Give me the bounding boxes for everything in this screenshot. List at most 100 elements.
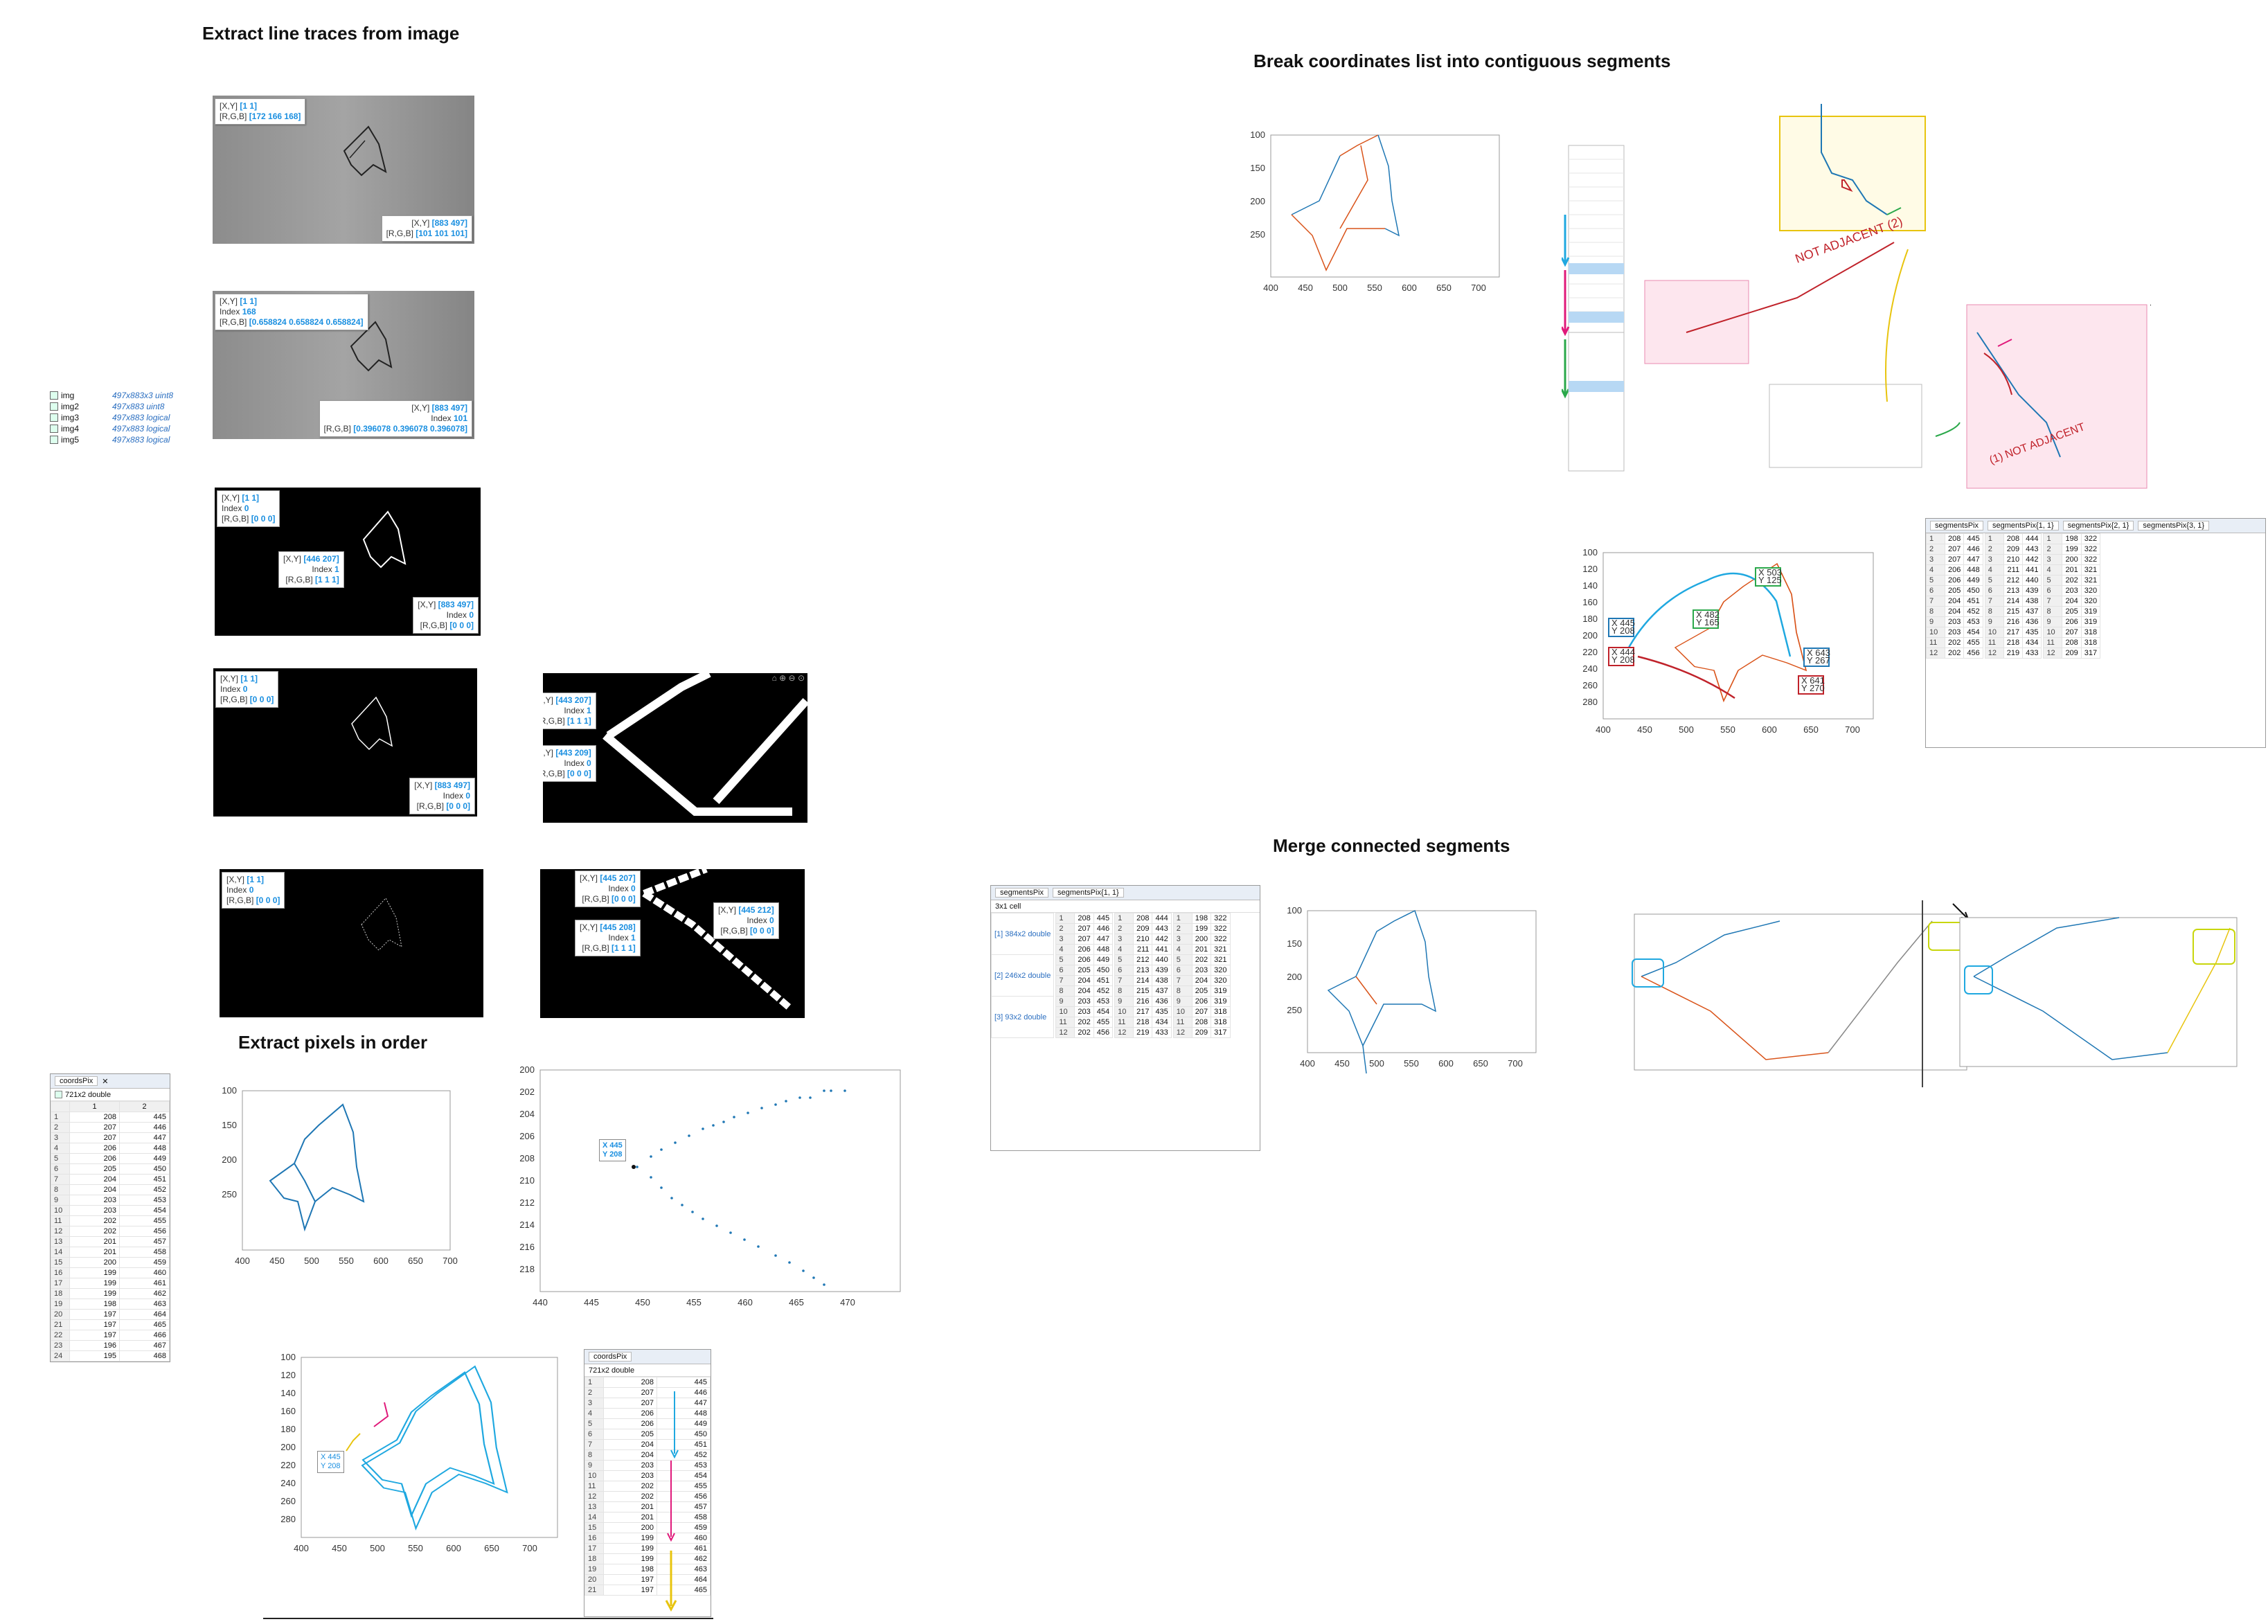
table-cell[interactable]: 435 xyxy=(1152,1006,1172,1017)
segment-grid[interactable]: 1 208 444 2 209 443 3 210 442 4 211 441 5 212 440 6 213 4… xyxy=(1114,913,1172,1038)
table-row[interactable]: 4 201 321 xyxy=(1172,944,1231,955)
row-index[interactable]: 21 xyxy=(584,1585,604,1596)
table-cell[interactable]: 216 xyxy=(1133,996,1153,1007)
table-cell[interactable]: 206 xyxy=(1944,564,1965,575)
row-index[interactable]: 23 xyxy=(51,1340,70,1351)
table-cell[interactable]: 204 xyxy=(1074,985,1094,997)
table-row[interactable]: 1 198 322 xyxy=(2043,533,2101,544)
table-cell[interactable]: 441 xyxy=(2022,564,2042,575)
row-index[interactable]: 14 xyxy=(584,1512,604,1523)
table-row[interactable]: 11 218 434 xyxy=(1114,1017,1172,1028)
table-row[interactable]: 7 204 320 xyxy=(2043,596,2101,607)
table-row[interactable]: 12 202 456 xyxy=(51,1226,170,1237)
table-cell[interactable]: 450 xyxy=(1093,965,1114,976)
table-cell[interactable]: 204 xyxy=(1191,975,1212,986)
row-index[interactable]: 6 xyxy=(584,1429,604,1440)
table-cell[interactable]: 205 xyxy=(1944,585,1965,596)
table-row[interactable]: 15 200 459 xyxy=(584,1522,711,1533)
table-cell[interactable]: 195 xyxy=(69,1350,120,1362)
table-cell[interactable]: 207 xyxy=(2062,627,2082,638)
merged-segments-plot[interactable]: 400 450 500 550 600 650 700 100 150 200 250 xyxy=(1273,905,1550,1080)
segment-endpoints-plot[interactable]: 400 450 500 550 600 650 700 100 120 140 160 180 200 2… xyxy=(1569,518,1887,753)
tab-label[interactable]: segmentsPix{3, 1} xyxy=(2138,521,2209,530)
table-cell[interactable]: 440 xyxy=(1152,954,1172,965)
table-row[interactable]: 9 206 319 xyxy=(1172,996,1231,1007)
row-index[interactable]: 20 xyxy=(584,1574,604,1585)
table-cell[interactable]: 208 xyxy=(69,1112,120,1123)
variable-tab[interactable]: coordsPix xyxy=(584,1350,711,1364)
table-cell[interactable]: 461 xyxy=(119,1278,170,1289)
row-index[interactable]: 11 xyxy=(584,1481,604,1492)
table-row[interactable]: 1 208 445 xyxy=(51,1112,170,1123)
table-row[interactable]: 9 203 453 xyxy=(584,1460,711,1471)
table-cell[interactable]: 214 xyxy=(2003,596,2024,607)
table-cell[interactable]: 454 xyxy=(119,1205,170,1216)
table-cell[interactable]: 209 xyxy=(1133,923,1153,934)
table-cell[interactable]: 207 xyxy=(1191,1006,1212,1017)
table-row[interactable]: 3 207 447 xyxy=(51,1132,170,1143)
table-cell[interactable]: 203 xyxy=(69,1205,120,1216)
row-index[interactable]: 12 xyxy=(51,1226,70,1237)
table-cell[interactable]: 465 xyxy=(119,1319,170,1330)
row-index[interactable]: 5 xyxy=(584,1418,604,1429)
table-row[interactable]: 6 203 320 xyxy=(1172,965,1231,976)
table-cell[interactable]: 208 xyxy=(1191,1017,1212,1028)
table-cell[interactable]: 318 xyxy=(1211,1006,1231,1017)
table-cell[interactable]: 218 xyxy=(1133,1017,1153,1028)
table-cell[interactable]: 458 xyxy=(119,1247,170,1258)
table-cell[interactable]: 213 xyxy=(2003,585,2024,596)
table-cell[interactable]: 199 xyxy=(1191,923,1212,934)
table-cell[interactable]: 211 xyxy=(1133,944,1153,955)
row-index[interactable]: 7 xyxy=(584,1439,604,1450)
table-row[interactable]: 3 210 442 xyxy=(1114,934,1172,945)
row-index[interactable]: 1 xyxy=(51,1112,70,1123)
table-row[interactable]: 8 204 452 xyxy=(584,1449,711,1461)
table-cell[interactable]: 437 xyxy=(1152,985,1172,997)
table-cell[interactable]: 319 xyxy=(2080,616,2101,627)
table-row[interactable]: 6 213 439 xyxy=(1114,965,1172,976)
table-row[interactable]: 5 206 449 xyxy=(1926,575,1983,586)
table-cell[interactable]: 216 xyxy=(2003,616,2024,627)
table-cell[interactable]: 451 xyxy=(1093,975,1114,986)
table-cell[interactable]: 206 xyxy=(69,1143,120,1154)
tab-label[interactable]: segmentsPix{1, 1} xyxy=(1987,521,2059,530)
table-cell[interactable]: 203 xyxy=(69,1195,120,1206)
table-cell[interactable]: 459 xyxy=(657,1522,711,1533)
table-row[interactable]: 2 207 446 xyxy=(1055,923,1114,934)
table-cell[interactable]: 457 xyxy=(657,1501,711,1513)
table-cell[interactable]: 208 xyxy=(1133,913,1153,924)
segments-tables-merge[interactable]: segmentsPix segmentsPix{1, 1} 3x1 cell [1… xyxy=(990,885,1260,1151)
table-cell[interactable]: 452 xyxy=(1093,985,1114,997)
table-cell[interactable]: 206 xyxy=(69,1153,120,1164)
table-cell[interactable]: 215 xyxy=(2003,606,2024,617)
table-cell[interactable]: 200 xyxy=(69,1257,120,1268)
table-row[interactable]: 9 203 453 xyxy=(51,1195,170,1206)
table-row[interactable]: 8 215 437 xyxy=(1984,606,2042,617)
table-row[interactable]: 7 204 320 xyxy=(1172,975,1231,986)
table-row[interactable]: 3 210 442 xyxy=(1984,554,2042,565)
table-cell[interactable]: 203 xyxy=(1944,627,1965,638)
column-header[interactable]: 2 xyxy=(119,1101,170,1112)
table-cell[interactable]: 198 xyxy=(2062,533,2082,544)
datatip[interactable]: [X,Y] [443 207] Index 1 [R,G,B] [1 1 1] xyxy=(543,693,596,729)
table-cell[interactable]: 445 xyxy=(1963,533,1983,544)
row-index[interactable]: 1 xyxy=(584,1377,604,1388)
table-cell[interactable]: 322 xyxy=(2080,544,2101,555)
row-index[interactable]: 9 xyxy=(51,1195,70,1206)
table-cell[interactable]: 450 xyxy=(119,1163,170,1175)
table-row[interactable]: 10 203 454 xyxy=(1055,1006,1114,1017)
table-row[interactable]: 13 201 457 xyxy=(51,1236,170,1247)
table-cell[interactable]: 202 xyxy=(2062,575,2082,586)
table-row[interactable]: 3 200 322 xyxy=(1172,934,1231,945)
table-row[interactable]: 9 203 453 xyxy=(1926,616,1983,627)
table-cell[interactable]: 197 xyxy=(69,1330,120,1341)
table-cell[interactable]: 210 xyxy=(1133,934,1153,945)
table-cell[interactable]: 209 xyxy=(2003,544,2024,555)
table-cell[interactable]: 207 xyxy=(69,1122,120,1133)
table-cell[interactable]: 205 xyxy=(1191,985,1212,997)
skeleton-image[interactable]: [X,Y] [1 1] Index 0 [R,G,B] [0 0 0] [X,Y… xyxy=(213,668,477,817)
table-cell[interactable]: 459 xyxy=(119,1257,170,1268)
table-row[interactable]: 2 209 443 xyxy=(1114,923,1172,934)
cell-entry[interactable]: [2] 246x2 double xyxy=(991,954,1055,997)
